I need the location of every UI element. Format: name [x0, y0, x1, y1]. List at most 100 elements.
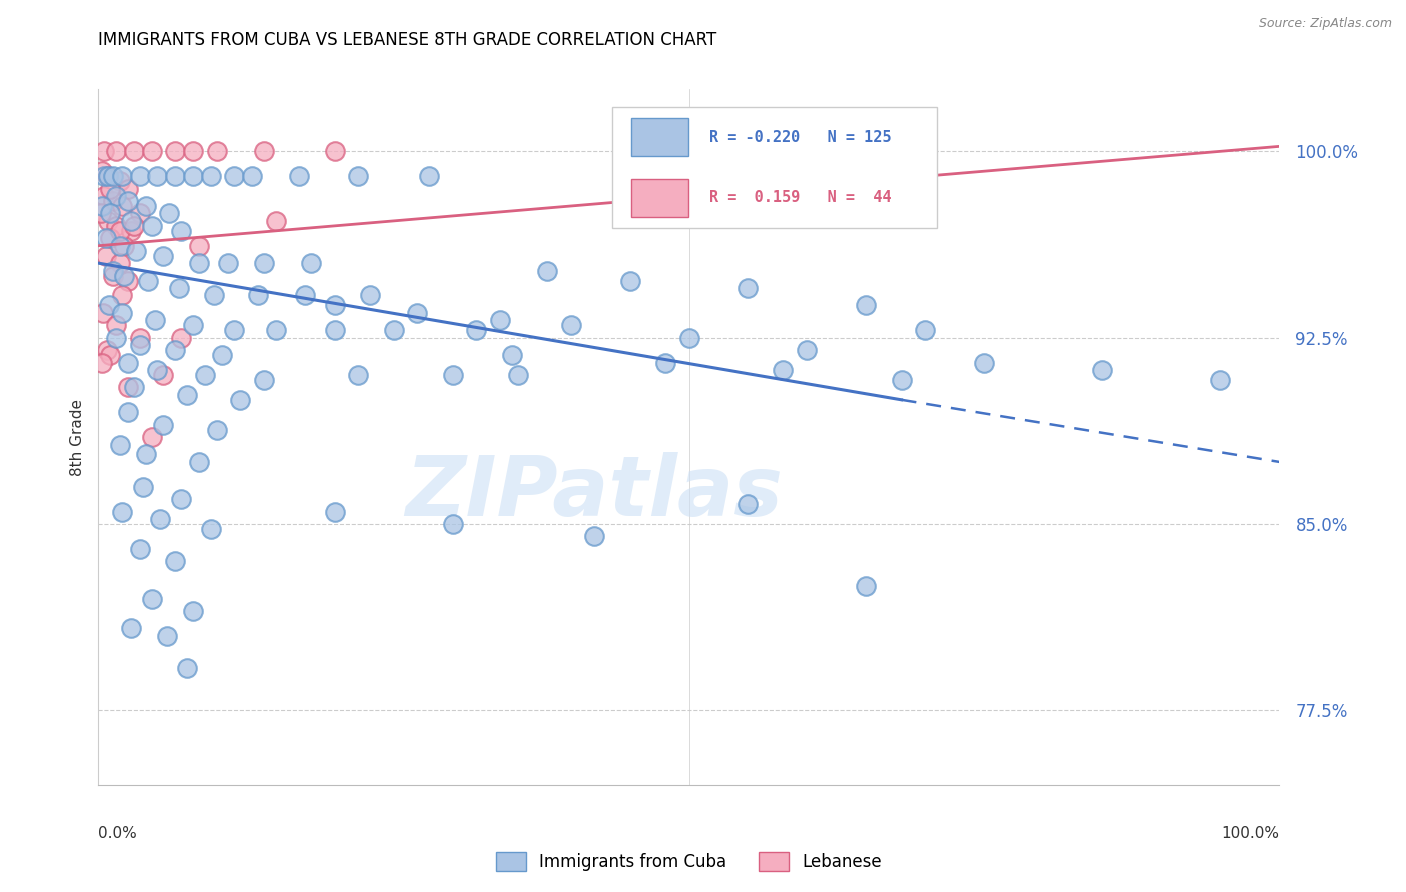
Point [176, 661, 198, 675]
Point [91, 199, 114, 213]
Point [170, 224, 193, 238]
Point [194, 368, 217, 382]
Point [914, 323, 936, 337]
Point [152, 417, 174, 432]
Point [176, 388, 198, 402]
Point [121, 224, 143, 238]
Point [202, 288, 225, 302]
Point [91, 306, 114, 320]
Point [217, 256, 239, 270]
Point [205, 145, 228, 159]
Point [101, 194, 124, 208]
Bar [612, 107, 936, 228]
Point [501, 348, 523, 362]
Text: ZIPatlas: ZIPatlas [405, 452, 783, 533]
Y-axis label: 8th Grade: 8th Grade [69, 399, 84, 475]
Point [240, 169, 263, 183]
Point [141, 430, 163, 444]
Point [583, 529, 606, 543]
Text: Source: ZipAtlas.com: Source: ZipAtlas.com [1258, 17, 1392, 29]
Point [98, 348, 121, 362]
Text: R = -0.220   N = 125: R = -0.220 N = 125 [709, 129, 891, 145]
Point [224, 323, 246, 337]
Point [105, 318, 128, 333]
Point [796, 343, 818, 357]
Point [253, 256, 276, 270]
Point [108, 224, 131, 238]
Point [181, 604, 204, 618]
Point [111, 199, 134, 213]
Point [619, 273, 641, 287]
Point [170, 331, 193, 345]
Point [128, 206, 150, 220]
Point [136, 273, 159, 287]
Point [229, 392, 252, 407]
Point [94, 249, 117, 263]
Point [111, 306, 134, 320]
Point [418, 169, 440, 183]
Point [167, 281, 190, 295]
Point [122, 380, 145, 394]
Point [187, 238, 209, 252]
Point [181, 318, 204, 333]
Point [97, 169, 120, 183]
Point [347, 368, 370, 382]
Point [105, 331, 128, 345]
Point [146, 363, 169, 377]
Point [135, 447, 157, 461]
Point [146, 169, 169, 183]
Point [108, 238, 131, 252]
Point [165, 169, 187, 183]
Point [122, 219, 145, 233]
Point [264, 323, 287, 337]
Point [294, 288, 316, 302]
Point [323, 323, 346, 337]
Point [98, 231, 121, 245]
Point [560, 318, 582, 333]
Point [211, 348, 233, 362]
Point [97, 214, 120, 228]
Point [117, 194, 139, 208]
Point [112, 238, 135, 252]
Point [141, 219, 163, 233]
Point [128, 331, 150, 345]
Text: 0.0%: 0.0% [98, 827, 138, 841]
Legend: Immigrants from Cuba, Lebanese: Immigrants from Cuba, Lebanese [489, 845, 889, 878]
Point [122, 145, 145, 159]
Point [93, 169, 115, 183]
Point [117, 380, 139, 394]
Point [441, 368, 464, 382]
Point [98, 181, 121, 195]
Point [128, 541, 150, 556]
Point [737, 281, 759, 295]
Point [91, 355, 114, 369]
Point [152, 368, 174, 382]
Point [246, 288, 269, 302]
Point [890, 373, 912, 387]
Point [536, 263, 558, 277]
Point [141, 145, 163, 159]
Point [1209, 373, 1232, 387]
Point [465, 323, 488, 337]
Point [128, 338, 150, 352]
Point [187, 455, 209, 469]
Point [181, 169, 204, 183]
Point [1091, 363, 1114, 377]
Point [323, 298, 346, 312]
Point [890, 145, 912, 159]
Point [117, 273, 139, 287]
Point [97, 169, 120, 183]
Point [117, 405, 139, 419]
Point [152, 249, 174, 263]
Point [101, 169, 124, 183]
Point [105, 219, 128, 233]
Point [108, 174, 131, 188]
Point [90, 206, 112, 220]
Text: IMMIGRANTS FROM CUBA VS LEBANESE 8TH GRADE CORRELATION CHART: IMMIGRANTS FROM CUBA VS LEBANESE 8TH GRA… [98, 30, 717, 48]
Point [108, 256, 131, 270]
Point [135, 199, 157, 213]
Point [200, 169, 222, 183]
Point [181, 145, 204, 159]
Point [170, 492, 193, 507]
Point [98, 206, 121, 220]
